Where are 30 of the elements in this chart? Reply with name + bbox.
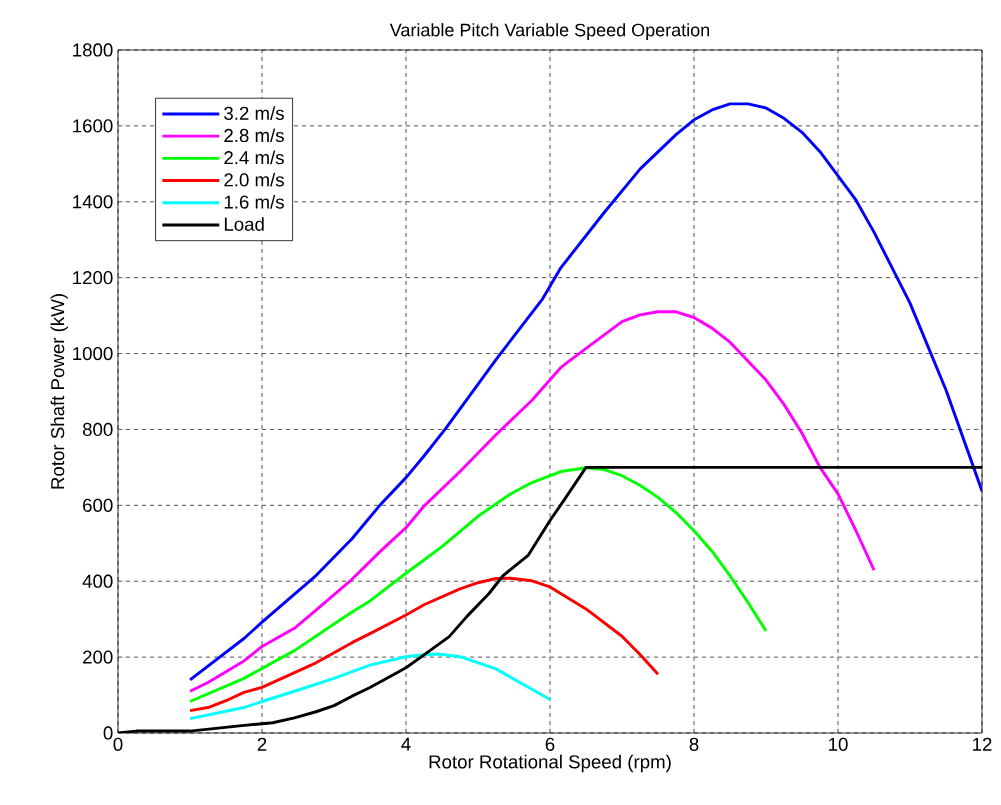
y-tick-label: 1600 bbox=[73, 119, 113, 133]
x-tick-label: 2 bbox=[257, 737, 267, 751]
x-tick-label: 4 bbox=[401, 737, 411, 751]
line-series bbox=[188, 652, 552, 721]
y-tick-label: 600 bbox=[83, 498, 113, 512]
x-tick-label: 6 bbox=[545, 737, 555, 751]
x-tick-label: 0 bbox=[113, 737, 123, 751]
x-axis-title: Rotor Rotational Speed (rpm) bbox=[429, 754, 671, 773]
y-tick-label: 0 bbox=[103, 726, 113, 740]
y-tick-label: 400 bbox=[82, 574, 113, 588]
x-tick-label: 8 bbox=[689, 737, 699, 751]
y-tick-label: 800 bbox=[82, 422, 113, 437]
legend-label: 2.4 m/s bbox=[224, 150, 284, 165]
legend-label: 2.8 m/s bbox=[224, 128, 284, 143]
line-series bbox=[188, 310, 876, 693]
legend-label: Load bbox=[224, 217, 264, 231]
legend-label: 2.0 m/s bbox=[224, 172, 284, 187]
y-tick-label: 1000 bbox=[73, 346, 113, 361]
line-series bbox=[188, 576, 660, 713]
y-axis-title: Rotor Shaft Power (kW) bbox=[50, 294, 68, 489]
x-tick-label: 12 bbox=[973, 737, 992, 751]
y-tick-label: 200 bbox=[83, 650, 113, 664]
line-series bbox=[188, 466, 768, 703]
legend-label: 1.6 m/s bbox=[224, 194, 284, 209]
y-tick-label: 1400 bbox=[73, 195, 113, 209]
y-tick-label: 1200 bbox=[73, 271, 113, 285]
chart-title: Variable Pitch Variable Speed Operation bbox=[389, 23, 710, 40]
legend-label: 3.2 m/s bbox=[224, 106, 284, 120]
y-tick-label: 1800 bbox=[73, 43, 113, 57]
x-tick-label: 10 bbox=[829, 737, 848, 751]
